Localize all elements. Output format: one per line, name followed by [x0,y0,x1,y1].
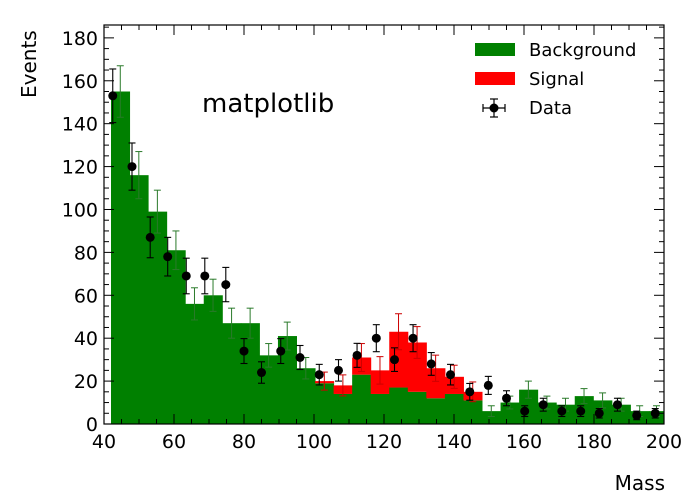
y-tick-label: 120 [62,157,98,179]
data-point [465,387,475,397]
x-tick-label: 40 [92,431,116,453]
bar-background [333,393,353,424]
data-point [221,280,231,290]
data-point [390,355,399,365]
data-point [650,408,660,418]
data-point [314,370,324,380]
x-tick-label: 60 [162,431,186,453]
x-tick-label: 80 [232,431,256,453]
bar-background [352,374,372,424]
data-point [352,350,362,360]
bar-background [444,393,464,424]
axes [103,24,665,425]
bar-background [407,391,427,424]
y-axis-label: Events [17,30,41,98]
y-tick-label: 0 [86,414,98,436]
y-tick-label: 60 [74,285,98,307]
data-point [276,346,286,356]
data-point [145,232,155,242]
data-points [108,68,660,421]
data-point [127,162,137,172]
legend-swatch-background [475,43,515,56]
data-point [163,252,173,262]
legend-label-signal: Signal [529,69,584,90]
data-point [257,368,266,378]
data-point [295,353,305,362]
bar-background [148,211,168,424]
bar-background [426,398,446,424]
data-point [108,91,118,101]
y-tick-label: 180 [62,28,98,50]
legend-swatch-signal [475,72,515,85]
x-axis-label: Mass [615,471,665,495]
bar-background [463,400,483,424]
bar-background [111,91,131,424]
data-point [502,393,511,403]
data-point [239,346,249,356]
y-tick-label: 80 [74,242,98,264]
data-point [446,370,455,380]
x-tick-label: 160 [506,431,542,453]
tick-labels: 40 60 80 100 120 140 160 180 200 0 20 40 60 80 100 120 1… [62,28,682,453]
bar-background [389,387,409,424]
data-point [334,365,343,375]
legend-marker-data [482,98,506,118]
bar-background [482,411,502,424]
bar-background [203,295,223,424]
annotation-text: matplotlib [202,89,334,119]
y-tick-label: 140 [62,114,98,136]
y-tick-label: 40 [74,328,98,350]
data-point [408,333,418,343]
data-point [371,333,381,343]
bar-background [166,250,186,424]
data-point [181,271,191,281]
bar-background [370,393,390,424]
bar-background [611,404,631,424]
legend-label-background: Background [529,40,636,61]
y-tick-label: 160 [62,71,98,93]
data-point [632,410,642,420]
bar-background [129,175,149,424]
x-tick-label: 140 [436,431,472,453]
y-tick-label: 100 [62,199,98,221]
data-point [520,406,530,416]
data-point [538,400,548,410]
data-point [612,400,622,410]
data-point [557,406,567,416]
x-tick-label: 200 [646,431,682,453]
bar-background [315,383,335,424]
bar-background [277,336,297,424]
histogram-bars [111,91,665,424]
x-tick-label: 180 [576,431,612,453]
data-point [576,406,586,416]
bar-background [296,368,316,424]
data-point [483,380,493,390]
bar-background [500,402,520,424]
data-point [594,408,604,418]
x-tick-label: 100 [296,431,332,453]
legend-label-data: Data [529,98,572,119]
bar-background [185,303,205,424]
bar-signal [407,342,427,392]
legend: Background Signal Data [475,40,636,119]
bar-background [222,323,242,424]
data-point [426,359,436,369]
data-point [200,271,210,281]
x-tick-label: 120 [366,431,402,453]
y-tick-label: 20 [74,371,98,393]
